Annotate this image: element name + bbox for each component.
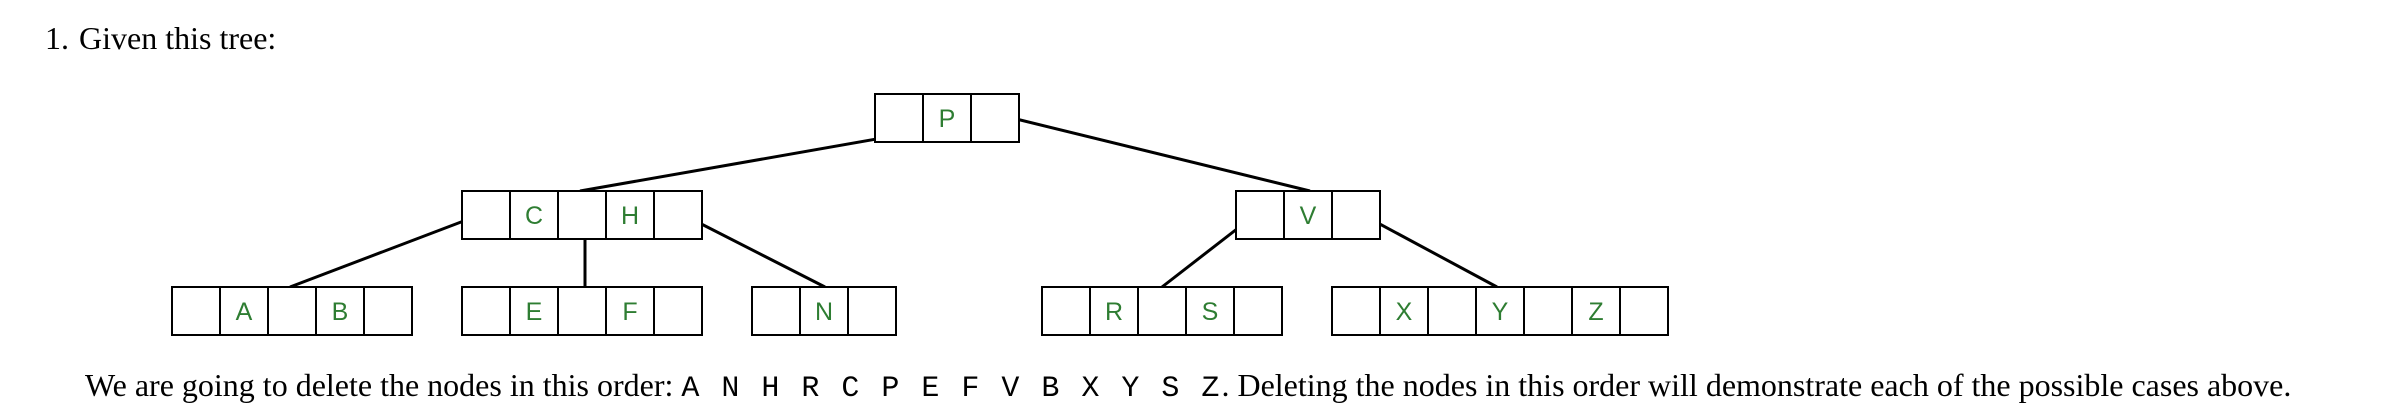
node-key-s: S	[1202, 298, 1219, 326]
pointer-cell	[1041, 286, 1091, 336]
pointer-cell	[751, 286, 801, 336]
pointer-cell	[363, 286, 413, 336]
tree-edge	[1007, 115, 1311, 193]
deletion-statement: We are going to delete the nodes in this…	[85, 365, 2291, 409]
tree-edge	[289, 209, 491, 289]
question-number: 1.	[45, 20, 69, 56]
tree-node-right-internal: V	[1235, 190, 1381, 240]
pointer-cell	[1137, 286, 1187, 336]
node-key-x: X	[1396, 298, 1413, 326]
deletion-order: A N H R C P E F V B X Y S Z	[681, 372, 1222, 406]
node-key-e: E	[526, 298, 543, 326]
key-cell	[799, 286, 849, 336]
pointer-cell	[1233, 286, 1283, 336]
pointer-cell	[1331, 286, 1381, 336]
pointer-cell	[653, 286, 703, 336]
statement-before: We are going to delete the nodes in this…	[85, 367, 674, 403]
node-key-n: N	[815, 298, 833, 326]
node-key-p: P	[939, 105, 956, 133]
node-key-f: F	[622, 298, 637, 326]
pointer-cell	[557, 190, 607, 240]
node-key-z: Z	[1588, 298, 1603, 326]
pointer-cell	[970, 93, 1020, 143]
key-cell	[509, 190, 559, 240]
pointer-cell	[461, 190, 511, 240]
node-key-y: Y	[1492, 298, 1509, 326]
key-cell	[922, 93, 972, 143]
tree-node-root: P	[874, 93, 1020, 143]
key-cell	[1379, 286, 1429, 336]
tree-node-leaf-n: N	[751, 286, 897, 336]
key-cell	[1475, 286, 1525, 336]
pointer-cell	[653, 190, 703, 240]
key-cell	[315, 286, 365, 336]
key-cell	[509, 286, 559, 336]
node-key-r: R	[1105, 298, 1123, 326]
pointer-cell	[171, 286, 221, 336]
statement-after: . Deleting the nodes in this order will …	[1221, 367, 2292, 403]
key-cell	[219, 286, 269, 336]
node-key-h: H	[621, 202, 639, 230]
node-key-b: B	[332, 298, 349, 326]
tree-node-leaf-xyz: X Y Z	[1331, 286, 1669, 336]
b-tree-diagram: PC H VA B E F N R S X Y Z	[171, 93, 1669, 336]
pointer-cell	[1427, 286, 1477, 336]
node-key-a: A	[236, 298, 253, 326]
pointer-cell	[1619, 286, 1669, 336]
pointer-cell	[461, 286, 511, 336]
pointer-cell	[1523, 286, 1573, 336]
pointer-cell	[1235, 190, 1285, 240]
pointer-cell	[874, 93, 924, 143]
node-key-c: C	[525, 202, 543, 230]
question-text: Given this tree:	[79, 20, 277, 56]
key-cell	[1185, 286, 1235, 336]
pointer-cell	[557, 286, 607, 336]
key-cell	[1283, 190, 1333, 240]
key-cell	[1571, 286, 1621, 336]
question: 1. Given this tree:	[45, 18, 276, 58]
node-key-v: V	[1300, 202, 1317, 230]
pointer-cell	[1331, 190, 1381, 240]
pointer-cell	[267, 286, 317, 336]
pointer-cell	[847, 286, 897, 336]
